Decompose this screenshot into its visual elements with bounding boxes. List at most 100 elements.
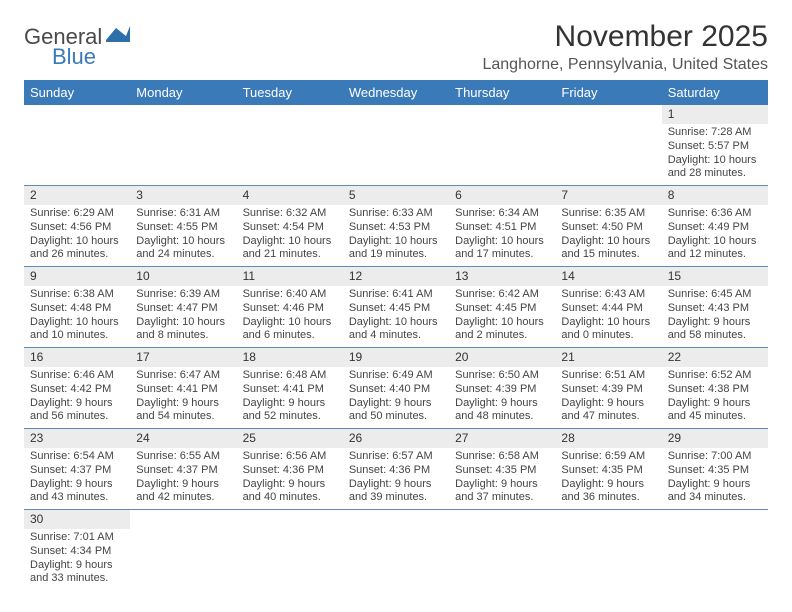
day-number	[555, 510, 661, 530]
day-number-row: 1	[24, 105, 768, 124]
month-title: November 2025	[482, 20, 768, 54]
day-number: 24	[130, 429, 236, 449]
day-content-row: Sunrise: 6:38 AMSunset: 4:48 PMDaylight:…	[24, 286, 768, 348]
day-number: 21	[555, 348, 661, 368]
day-cell	[662, 529, 768, 590]
day-cell	[130, 124, 236, 186]
day-number: 17	[130, 348, 236, 368]
day-number: 2	[24, 186, 130, 206]
day-number	[24, 105, 130, 124]
day-number	[555, 105, 661, 124]
day-number: 27	[449, 429, 555, 449]
day-number: 18	[237, 348, 343, 368]
brand-text-2: Blue	[52, 44, 96, 69]
weekday-header: Wednesday	[343, 80, 449, 105]
day-number: 12	[343, 267, 449, 287]
day-cell	[237, 124, 343, 186]
day-number: 4	[237, 186, 343, 206]
day-cell: Sunrise: 7:00 AMSunset: 4:35 PMDaylight:…	[662, 448, 768, 510]
day-number: 14	[555, 267, 661, 287]
day-content-row: Sunrise: 6:29 AMSunset: 4:56 PMDaylight:…	[24, 205, 768, 267]
day-cell	[24, 124, 130, 186]
weekday-header: Thursday	[449, 80, 555, 105]
day-number: 9	[24, 267, 130, 287]
day-cell: Sunrise: 6:52 AMSunset: 4:38 PMDaylight:…	[662, 367, 768, 429]
day-number-row: 30	[24, 510, 768, 530]
day-cell: Sunrise: 6:55 AMSunset: 4:37 PMDaylight:…	[130, 448, 236, 510]
brand-text-2-wrap: Blue	[52, 44, 96, 70]
day-cell: Sunrise: 6:39 AMSunset: 4:47 PMDaylight:…	[130, 286, 236, 348]
day-cell: Sunrise: 6:36 AMSunset: 4:49 PMDaylight:…	[662, 205, 768, 267]
day-number: 25	[237, 429, 343, 449]
day-number	[237, 510, 343, 530]
day-content-row: Sunrise: 7:01 AMSunset: 4:34 PMDaylight:…	[24, 529, 768, 590]
day-number	[130, 510, 236, 530]
day-content-row: Sunrise: 6:54 AMSunset: 4:37 PMDaylight:…	[24, 448, 768, 510]
weekday-header: Sunday	[24, 80, 130, 105]
day-cell: Sunrise: 6:31 AMSunset: 4:55 PMDaylight:…	[130, 205, 236, 267]
day-number-row: 23242526272829	[24, 429, 768, 449]
day-cell	[343, 124, 449, 186]
day-number-row: 9101112131415	[24, 267, 768, 287]
flag-icon	[106, 26, 132, 49]
day-number: 15	[662, 267, 768, 287]
day-number	[130, 105, 236, 124]
day-cell: Sunrise: 7:28 AMSunset: 5:57 PMDaylight:…	[662, 124, 768, 186]
day-number: 6	[449, 186, 555, 206]
day-cell: Sunrise: 6:32 AMSunset: 4:54 PMDaylight:…	[237, 205, 343, 267]
weekday-header: Tuesday	[237, 80, 343, 105]
day-number: 10	[130, 267, 236, 287]
day-number	[343, 105, 449, 124]
day-cell: Sunrise: 6:48 AMSunset: 4:41 PMDaylight:…	[237, 367, 343, 429]
day-cell: Sunrise: 6:54 AMSunset: 4:37 PMDaylight:…	[24, 448, 130, 510]
weekday-header-row: Sunday Monday Tuesday Wednesday Thursday…	[24, 80, 768, 105]
day-number: 19	[343, 348, 449, 368]
day-number: 13	[449, 267, 555, 287]
day-number-row: 2345678	[24, 186, 768, 206]
day-cell: Sunrise: 6:41 AMSunset: 4:45 PMDaylight:…	[343, 286, 449, 348]
day-cell: Sunrise: 6:43 AMSunset: 4:44 PMDaylight:…	[555, 286, 661, 348]
day-number	[237, 105, 343, 124]
day-content-row: Sunrise: 7:28 AMSunset: 5:57 PMDaylight:…	[24, 124, 768, 186]
day-number: 22	[662, 348, 768, 368]
weekday-header: Friday	[555, 80, 661, 105]
day-cell: Sunrise: 6:45 AMSunset: 4:43 PMDaylight:…	[662, 286, 768, 348]
day-number: 20	[449, 348, 555, 368]
day-number-row: 16171819202122	[24, 348, 768, 368]
day-cell	[555, 124, 661, 186]
day-number	[449, 510, 555, 530]
day-number	[662, 510, 768, 530]
day-number	[449, 105, 555, 124]
day-cell	[130, 529, 236, 590]
weekday-header: Saturday	[662, 80, 768, 105]
day-number: 30	[24, 510, 130, 530]
day-number: 3	[130, 186, 236, 206]
day-cell: Sunrise: 6:59 AMSunset: 4:35 PMDaylight:…	[555, 448, 661, 510]
weekday-header: Monday	[130, 80, 236, 105]
day-cell: Sunrise: 6:46 AMSunset: 4:42 PMDaylight:…	[24, 367, 130, 429]
day-cell: Sunrise: 7:01 AMSunset: 4:34 PMDaylight:…	[24, 529, 130, 590]
day-cell: Sunrise: 6:33 AMSunset: 4:53 PMDaylight:…	[343, 205, 449, 267]
day-number: 28	[555, 429, 661, 449]
day-number: 7	[555, 186, 661, 206]
location: Langhorne, Pennsylvania, United States	[482, 56, 768, 74]
day-cell: Sunrise: 6:38 AMSunset: 4:48 PMDaylight:…	[24, 286, 130, 348]
day-number	[343, 510, 449, 530]
day-content-row: Sunrise: 6:46 AMSunset: 4:42 PMDaylight:…	[24, 367, 768, 429]
day-cell: Sunrise: 6:35 AMSunset: 4:50 PMDaylight:…	[555, 205, 661, 267]
day-cell	[449, 124, 555, 186]
day-number: 16	[24, 348, 130, 368]
day-number: 26	[343, 429, 449, 449]
day-number: 11	[237, 267, 343, 287]
day-number: 1	[662, 105, 768, 124]
day-cell: Sunrise: 6:42 AMSunset: 4:45 PMDaylight:…	[449, 286, 555, 348]
day-cell: Sunrise: 6:58 AMSunset: 4:35 PMDaylight:…	[449, 448, 555, 510]
calendar-table: Sunday Monday Tuesday Wednesday Thursday…	[24, 80, 768, 590]
day-cell: Sunrise: 6:34 AMSunset: 4:51 PMDaylight:…	[449, 205, 555, 267]
day-number: 5	[343, 186, 449, 206]
day-cell: Sunrise: 6:50 AMSunset: 4:39 PMDaylight:…	[449, 367, 555, 429]
day-cell	[449, 529, 555, 590]
day-cell: Sunrise: 6:56 AMSunset: 4:36 PMDaylight:…	[237, 448, 343, 510]
header: General November 2025 Langhorne, Pennsyl…	[24, 20, 768, 74]
day-cell: Sunrise: 6:40 AMSunset: 4:46 PMDaylight:…	[237, 286, 343, 348]
